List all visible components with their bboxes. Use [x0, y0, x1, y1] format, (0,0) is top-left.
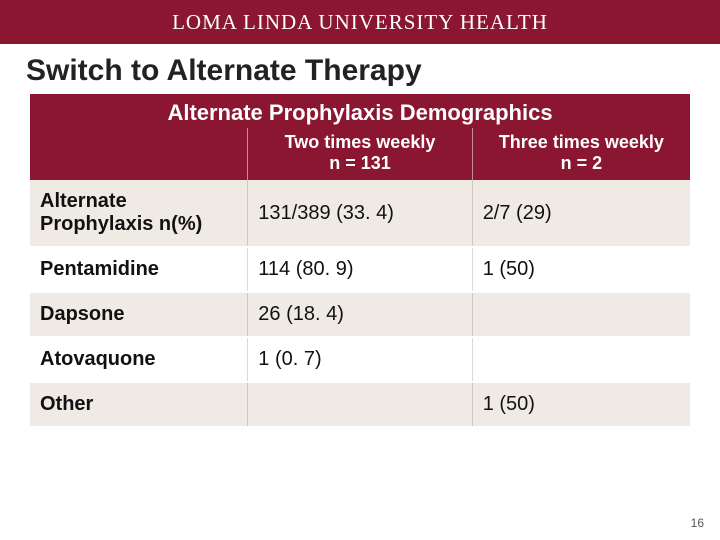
- cell: 1 (50): [472, 247, 690, 292]
- slide: LOMA LINDA UNIVERSITY HEALTH Switch to A…: [0, 0, 720, 540]
- table-row: Atovaquone 1 (0. 7): [30, 337, 690, 382]
- cell: 2/7 (29): [472, 180, 690, 247]
- page-title: Switch to Alternate Therapy: [26, 54, 694, 88]
- col-header-2: Three times weekly n = 2: [472, 128, 690, 180]
- col-header-2-sub: n = 2: [479, 153, 684, 174]
- table-header-row: Two times weekly n = 131 Three times wee…: [30, 128, 690, 180]
- table-title: Alternate Prophylaxis Demographics: [30, 94, 690, 128]
- table-row: Dapsone 26 (18. 4): [30, 292, 690, 337]
- table-row: Alternate Prophylaxis n(%) 131/389 (33. …: [30, 180, 690, 247]
- cell: 131/389 (33. 4): [248, 180, 472, 247]
- cell: [248, 382, 472, 427]
- table-row: Other 1 (50): [30, 382, 690, 427]
- table-title-row: Alternate Prophylaxis Demographics: [30, 94, 690, 128]
- row-label: Other: [30, 382, 248, 427]
- cell: 1 (0. 7): [248, 337, 472, 382]
- cell: [472, 292, 690, 337]
- row-label: Pentamidine: [30, 247, 248, 292]
- table-row: Pentamidine 114 (80. 9) 1 (50): [30, 247, 690, 292]
- cell: [472, 337, 690, 382]
- demographics-table: Alternate Prophylaxis Demographics Two t…: [30, 94, 690, 428]
- col-header-1-sub: n = 131: [254, 153, 465, 174]
- title-area: Switch to Alternate Therapy: [0, 44, 720, 94]
- row-label: Dapsone: [30, 292, 248, 337]
- row-label: Atovaquone: [30, 337, 248, 382]
- brand-bar: LOMA LINDA UNIVERSITY HEALTH: [0, 0, 720, 44]
- cell: 1 (50): [472, 382, 690, 427]
- col-header-1: Two times weekly n = 131: [248, 128, 472, 180]
- brand-name: LOMA LINDA UNIVERSITY HEALTH: [172, 10, 548, 35]
- cell: 26 (18. 4): [248, 292, 472, 337]
- col-header-empty: [30, 128, 248, 180]
- table-body: Alternate Prophylaxis n(%) 131/389 (33. …: [30, 180, 690, 427]
- table-container: Alternate Prophylaxis Demographics Two t…: [30, 94, 690, 428]
- col-header-1-label: Two times weekly: [254, 132, 465, 153]
- cell: 114 (80. 9): [248, 247, 472, 292]
- row-label: Alternate Prophylaxis n(%): [30, 180, 248, 247]
- page-number: 16: [691, 516, 704, 530]
- col-header-2-label: Three times weekly: [479, 132, 684, 153]
